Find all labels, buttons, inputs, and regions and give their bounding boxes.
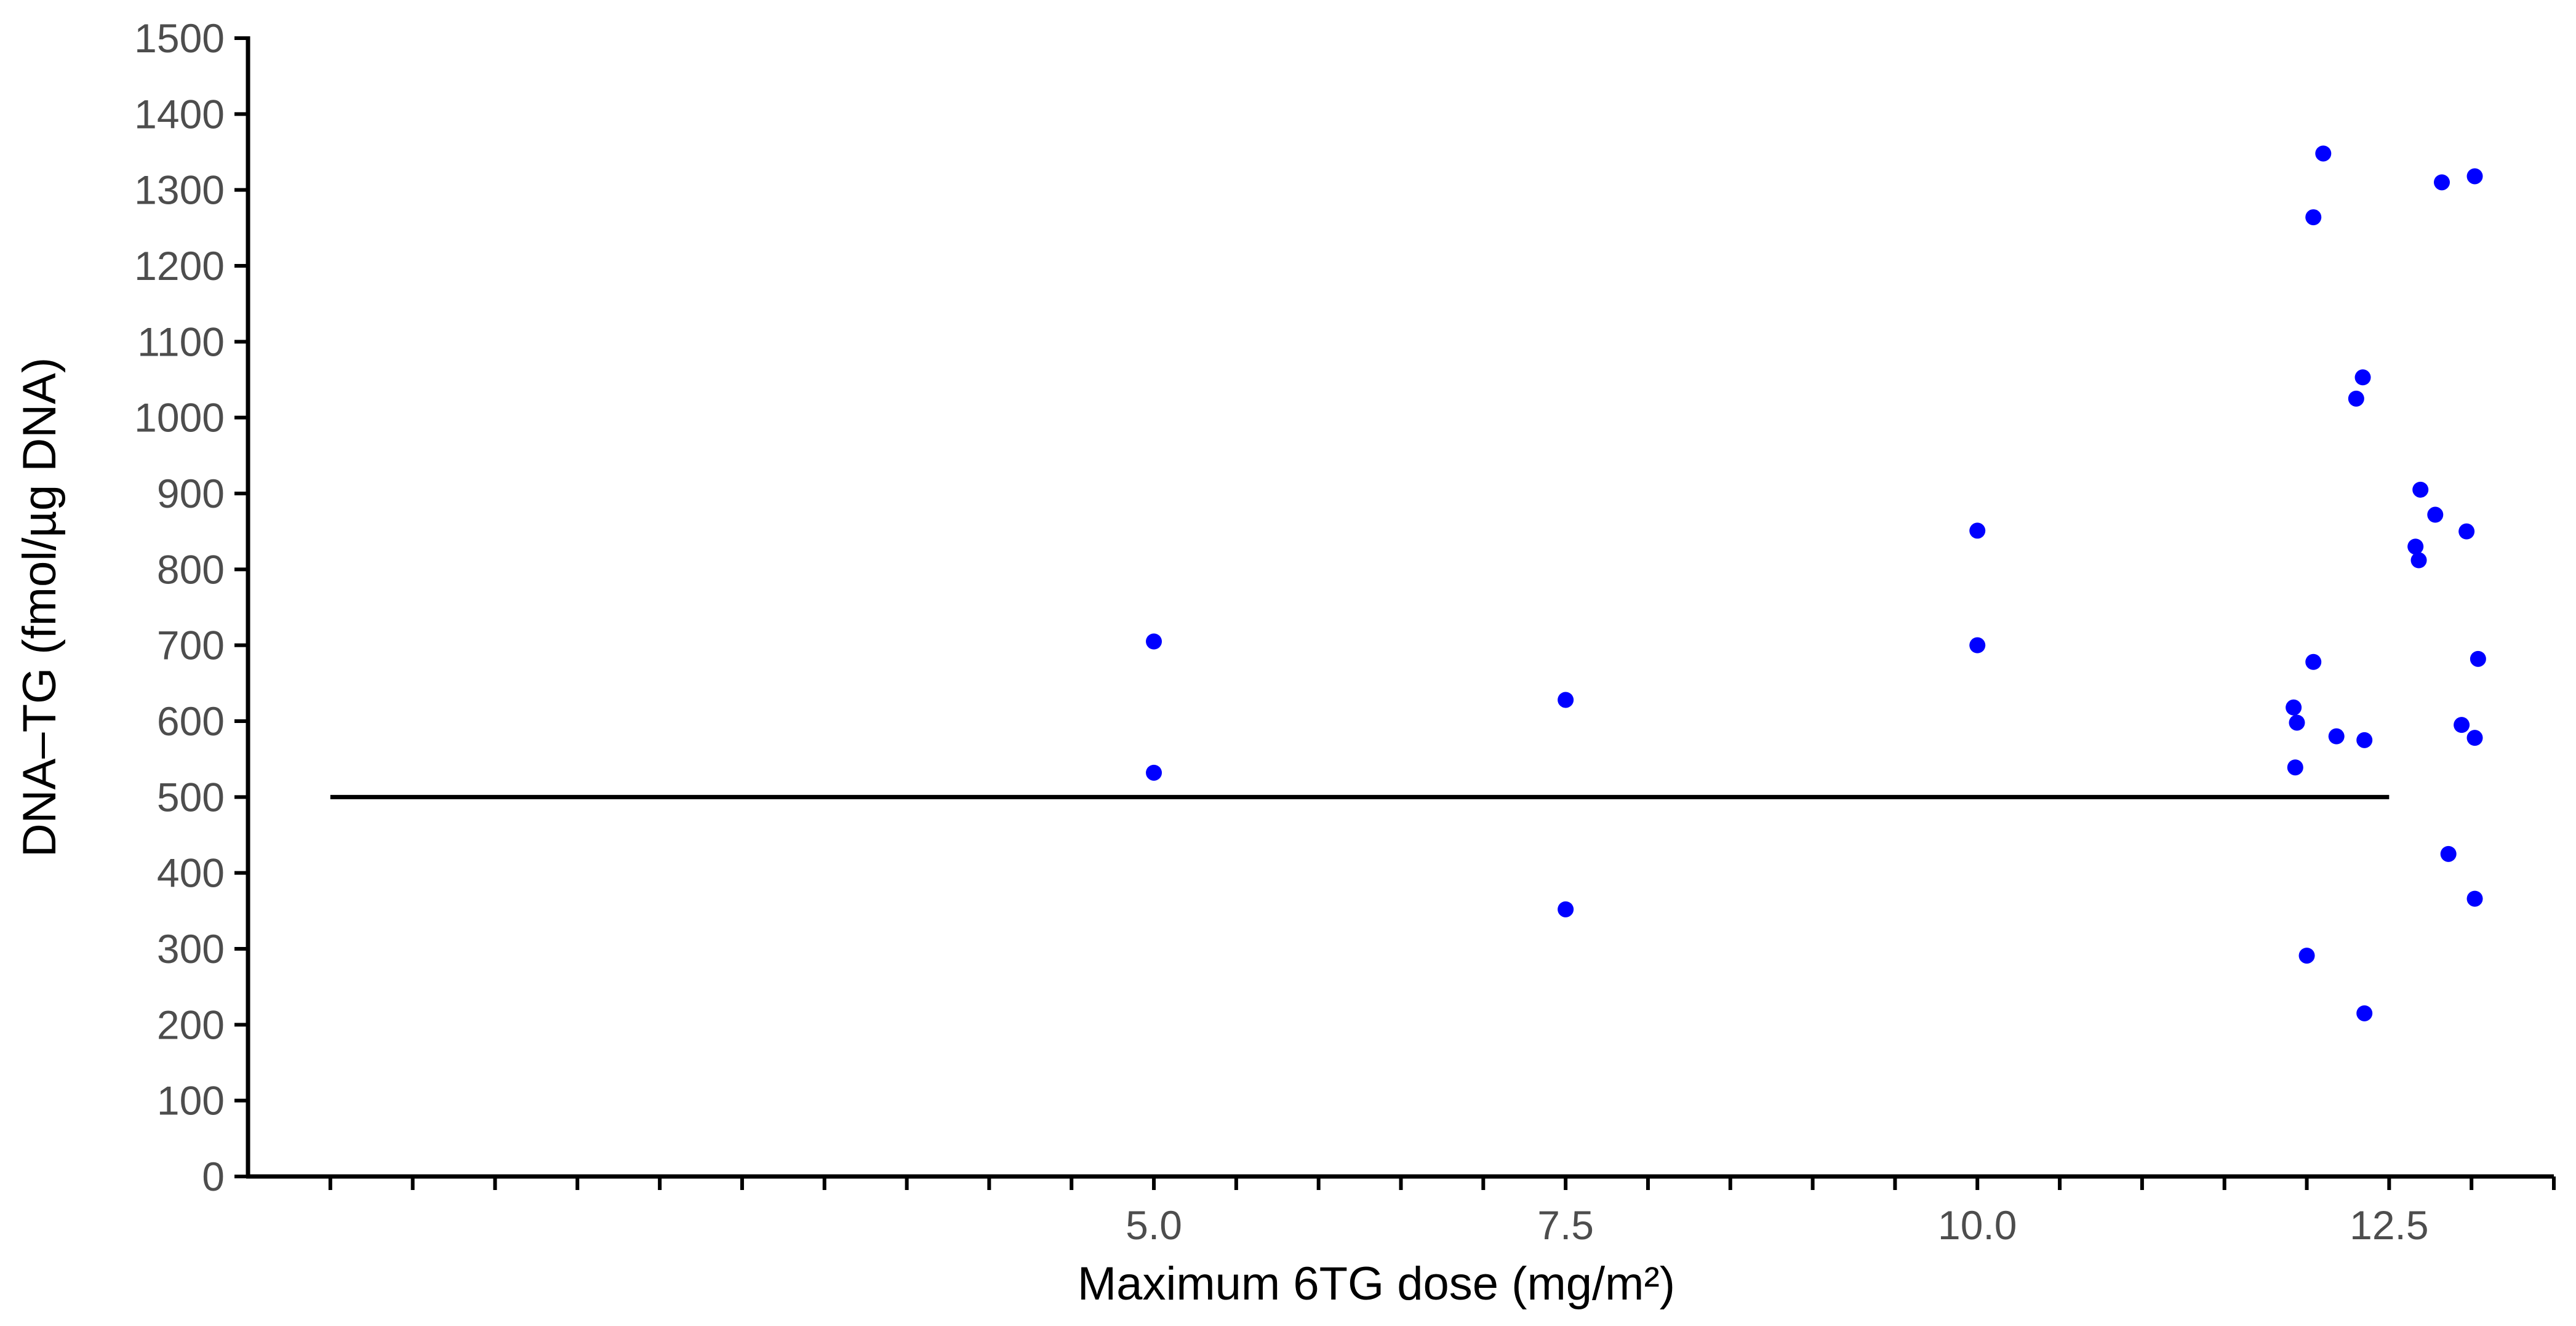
data-point (1969, 637, 1986, 653)
y-tick-label: 300 (157, 926, 225, 972)
y-axis-title: DNA–TG (fmol/µg DNA) (14, 357, 66, 857)
data-point (2286, 699, 2302, 716)
data-point (1146, 633, 1162, 650)
x-axis-ticks: 5.0 7.5 10.0 12.5 (328, 1176, 2556, 1248)
data-point (2458, 523, 2475, 540)
data-point (2298, 948, 2315, 964)
y-tick-label: 700 (157, 623, 225, 668)
y-tick-label: 1300 (134, 167, 225, 213)
y-tick-label: 1400 (134, 91, 225, 137)
data-point (2466, 730, 2483, 746)
data-point (2315, 145, 2332, 162)
data-point (2410, 552, 2427, 569)
y-tick-label: 1200 (134, 243, 225, 289)
data-point (2305, 653, 2322, 670)
y-tick-label: 200 (157, 1002, 225, 1047)
data-point (1969, 522, 1986, 539)
y-tick-label: 0 (202, 1154, 225, 1199)
y-axis-ticks: 0 100 200 300 400 500 600 700 800 900 1000 1100 1200… (134, 15, 248, 1199)
y-tick-label: 900 (157, 471, 225, 516)
data-point (2305, 209, 2322, 226)
data-point (2454, 717, 2470, 733)
y-tick-label: 1100 (137, 319, 225, 364)
data-point (2466, 168, 2483, 185)
data-point (2407, 538, 2424, 555)
data-point (2470, 650, 2486, 667)
data-point (2348, 390, 2364, 407)
x-tick-label: 5.0 (1126, 1202, 1182, 1248)
data-point (2434, 174, 2450, 191)
x-tick-label: 10.0 (1938, 1202, 2017, 1248)
y-tick-label: 1500 (134, 15, 225, 61)
data-point (2356, 1005, 2373, 1021)
data-point (2289, 714, 2305, 731)
data-point (2466, 890, 2483, 907)
data-point (2440, 845, 2457, 862)
data-point (2427, 506, 2444, 523)
y-tick-label: 1000 (134, 395, 225, 441)
data-point (2328, 728, 2345, 745)
data-point (1146, 764, 1162, 781)
data-points (1146, 145, 2486, 1021)
x-tick-label: 7.5 (1537, 1202, 1594, 1248)
y-tick-label: 400 (157, 850, 225, 896)
x-tick-label: 12.5 (2350, 1202, 2428, 1248)
data-point (2412, 481, 2429, 498)
data-point (2287, 759, 2303, 776)
data-point (1558, 692, 1574, 708)
y-tick-label: 500 (157, 774, 225, 820)
data-point (2354, 369, 2371, 386)
y-tick-label: 600 (157, 698, 225, 744)
y-tick-label: 800 (157, 546, 225, 592)
x-axis-title: Maximum 6TG dose (mg/m²) (1078, 1258, 1675, 1310)
data-point (2356, 732, 2373, 748)
y-tick-label: 100 (157, 1078, 225, 1124)
data-point (1558, 901, 1574, 917)
